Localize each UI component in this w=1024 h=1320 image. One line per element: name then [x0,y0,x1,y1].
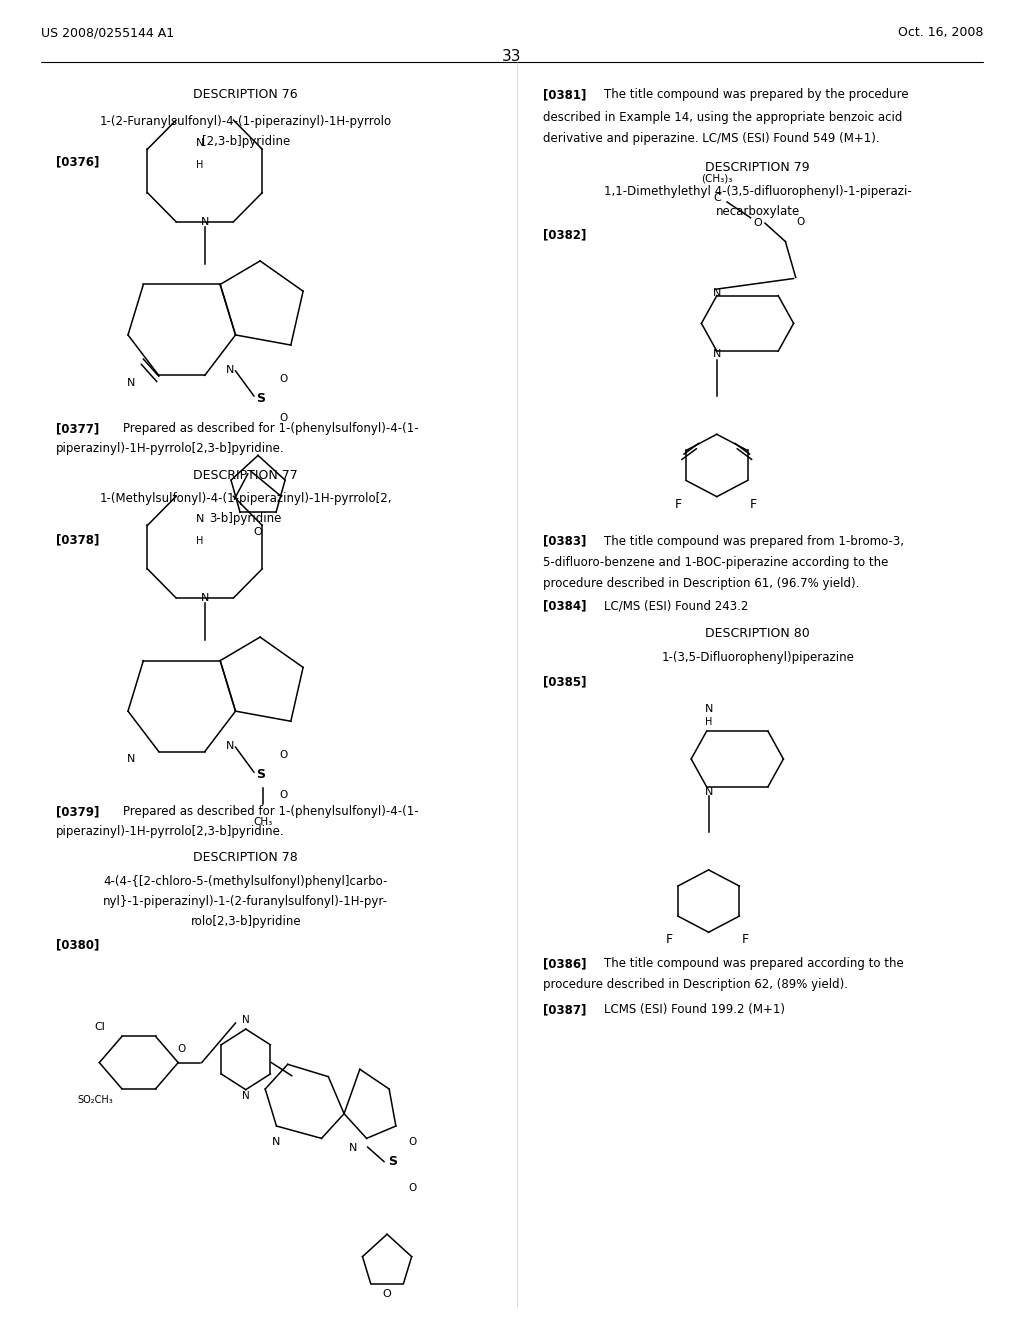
Text: LCMS (ESI) Found 199.2 (M+1): LCMS (ESI) Found 199.2 (M+1) [604,1003,785,1016]
Text: 3-b]pyridine: 3-b]pyridine [210,512,282,525]
Text: O: O [409,1137,417,1147]
Text: H: H [705,717,713,727]
Text: H: H [196,536,204,546]
Text: O: O [280,750,288,760]
Text: N: N [226,741,234,751]
Text: [0385]: [0385] [543,676,586,689]
Text: procedure described in Description 62, (89% yield).: procedure described in Description 62, (… [543,978,848,991]
Text: N: N [349,1143,357,1154]
Text: O: O [254,527,262,537]
Text: F: F [751,498,757,511]
Text: N: N [705,704,713,714]
Text: O: O [280,789,288,800]
Text: N: N [242,1090,250,1101]
Text: US 2008/0255144 A1: US 2008/0255144 A1 [41,26,174,40]
Text: N: N [201,593,209,603]
Text: DESCRIPTION 76: DESCRIPTION 76 [194,88,298,102]
Text: The title compound was prepared by the procedure: The title compound was prepared by the p… [604,88,908,102]
Text: procedure described in Description 61, (96.7% yield).: procedure described in Description 61, (… [543,577,859,590]
Text: O: O [177,1044,185,1055]
Text: 4-(4-{[2-chloro-5-(methylsulfonyl)phenyl]carbo-: 4-(4-{[2-chloro-5-(methylsulfonyl)phenyl… [103,875,388,888]
Text: necarboxylate: necarboxylate [716,205,800,218]
Text: N: N [196,137,204,148]
Text: piperazinyl)-1H-pyrrolo[2,3-b]pyridine.: piperazinyl)-1H-pyrrolo[2,3-b]pyridine. [56,825,285,838]
Text: S: S [257,768,265,781]
Text: N: N [705,787,713,797]
Text: 1,1-Dimethylethyl 4-(3,5-difluorophenyl)-1-piperazi-: 1,1-Dimethylethyl 4-(3,5-difluorophenyl)… [604,185,911,198]
Text: O: O [797,216,805,227]
Text: [0380]: [0380] [56,939,99,952]
Text: [0379]: [0379] [56,805,99,818]
Text: rolo[2,3-b]pyridine: rolo[2,3-b]pyridine [190,915,301,928]
Text: DESCRIPTION 79: DESCRIPTION 79 [706,161,810,174]
Text: [2,3-b]pyridine: [2,3-b]pyridine [202,135,290,148]
Text: F: F [675,498,681,511]
Text: piperazinyl)-1H-pyrrolo[2,3-b]pyridine.: piperazinyl)-1H-pyrrolo[2,3-b]pyridine. [56,442,285,455]
Text: F: F [667,933,673,946]
Text: LC/MS (ESI) Found 243.2: LC/MS (ESI) Found 243.2 [604,599,749,612]
Text: [0386]: [0386] [543,957,586,970]
Text: S: S [257,392,265,405]
Text: N: N [127,378,135,388]
Text: (CH₃)₃: (CH₃)₃ [701,173,732,183]
Text: F: F [742,933,749,946]
Text: N: N [196,513,204,524]
Text: 5-difluoro-benzene and 1-BOC-piperazine according to the: 5-difluoro-benzene and 1-BOC-piperazine … [543,556,888,569]
Text: Cl: Cl [94,1022,104,1032]
Text: Prepared as described for 1-(phenylsulfonyl)-4-(1-: Prepared as described for 1-(phenylsulfo… [123,422,419,436]
Text: S: S [388,1155,396,1168]
Text: 33: 33 [502,49,522,63]
Text: 1-(2-Furanylsulfonyl)-4-(1-piperazinyl)-1H-pyrrolo: 1-(2-Furanylsulfonyl)-4-(1-piperazinyl)-… [99,115,392,128]
Text: [0377]: [0377] [56,422,99,436]
Text: O: O [754,218,762,228]
Text: O: O [409,1183,417,1193]
Text: 1-(Methylsulfonyl)-4-(1-piperazinyl)-1H-pyrrolo[2,: 1-(Methylsulfonyl)-4-(1-piperazinyl)-1H-… [99,492,392,506]
Text: O: O [383,1288,391,1299]
Text: O: O [280,413,288,424]
Text: [0378]: [0378] [56,533,99,546]
Text: O: O [280,374,288,384]
Text: [0382]: [0382] [543,228,586,242]
Text: [0384]: [0384] [543,599,586,612]
Text: DESCRIPTION 78: DESCRIPTION 78 [194,851,298,865]
Text: CH₃: CH₃ [254,817,272,828]
Text: [0383]: [0383] [543,535,586,548]
Text: N: N [713,288,721,298]
Text: N: N [127,754,135,764]
Text: N: N [272,1137,281,1147]
Text: N: N [201,216,209,227]
Text: H: H [196,160,204,170]
Text: N: N [242,1015,250,1026]
Text: Prepared as described for 1-(phenylsulfonyl)-4-(1-: Prepared as described for 1-(phenylsulfo… [123,805,419,818]
Text: DESCRIPTION 77: DESCRIPTION 77 [194,469,298,482]
Text: Oct. 16, 2008: Oct. 16, 2008 [898,26,983,40]
Text: [0381]: [0381] [543,88,586,102]
Text: nyl}-1-piperazinyl)-1-(2-furanylsulfonyl)-1H-pyr-: nyl}-1-piperazinyl)-1-(2-furanylsulfonyl… [103,895,388,908]
Text: DESCRIPTION 80: DESCRIPTION 80 [706,627,810,640]
Text: derivative and piperazine. LC/MS (ESI) Found 549 (M+1).: derivative and piperazine. LC/MS (ESI) F… [543,132,880,145]
Text: [0387]: [0387] [543,1003,586,1016]
Text: 1-(3,5-Difluorophenyl)piperazine: 1-(3,5-Difluorophenyl)piperazine [662,651,854,664]
Text: C: C [713,193,721,203]
Text: described in Example 14, using the appropriate benzoic acid: described in Example 14, using the appro… [543,111,902,124]
Text: The title compound was prepared from 1-bromo-3,: The title compound was prepared from 1-b… [604,535,904,548]
Text: N: N [226,364,234,375]
Text: N: N [713,348,721,359]
Text: [0376]: [0376] [56,156,99,169]
Text: The title compound was prepared according to the: The title compound was prepared accordin… [604,957,904,970]
Text: SO₂CH₃: SO₂CH₃ [78,1094,113,1105]
